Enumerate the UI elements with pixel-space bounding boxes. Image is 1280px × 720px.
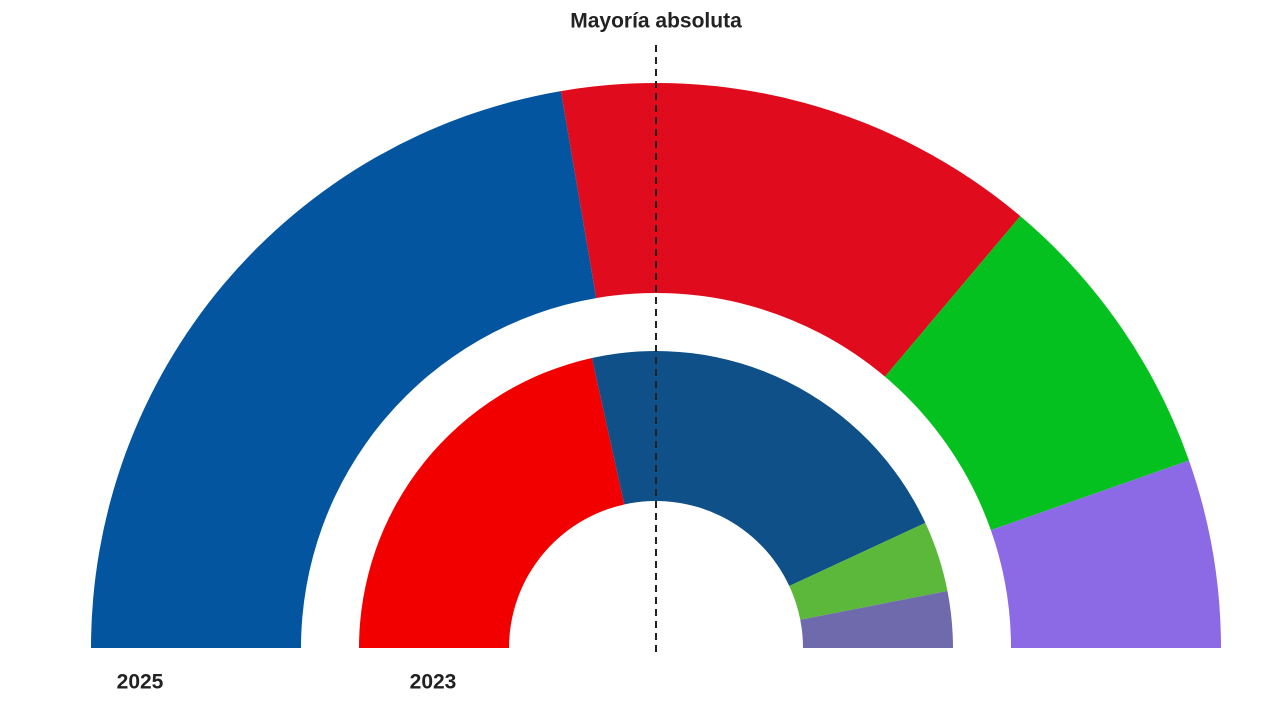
- seat-segment: [359, 357, 625, 648]
- seat-segment: [591, 351, 926, 587]
- seat-segment: [789, 522, 948, 620]
- seat-segment: [560, 83, 1021, 377]
- ring-label: 2023: [410, 671, 457, 694]
- seat-segment: [800, 590, 953, 648]
- seat-segment: [884, 216, 1189, 531]
- ring-label: 2025: [117, 671, 164, 694]
- seat-segment: [990, 460, 1221, 648]
- majority-label: Mayoría absoluta: [570, 10, 742, 33]
- seat-segment: [91, 91, 597, 649]
